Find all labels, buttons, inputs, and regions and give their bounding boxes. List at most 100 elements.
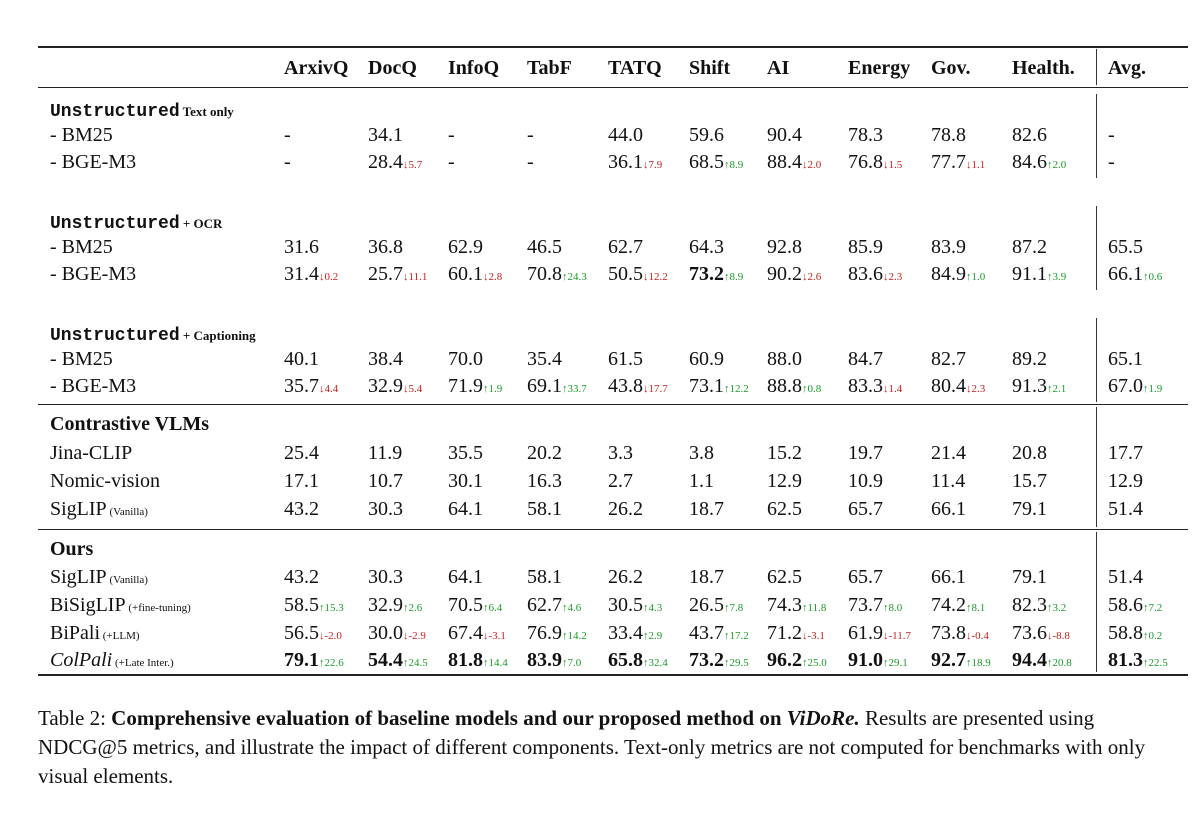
column-header: AI [767, 57, 790, 79]
score-value: 60.9 [689, 348, 724, 370]
score-cell: 30.3 [368, 495, 403, 523]
score-cell: 46.5 [527, 233, 562, 261]
score-value: 10.7 [368, 470, 403, 492]
score-cell: 58.5↑15.3 [284, 591, 344, 622]
score-value: 87.2 [1012, 236, 1047, 258]
score-cell: 35.7↓4.4 [284, 372, 338, 403]
score-value: 83.9 [527, 649, 562, 671]
score-cell: 65.7 [848, 495, 883, 523]
score-cell: 81.3↑22.5 [1108, 646, 1168, 677]
score-value: 90.2 [767, 263, 802, 285]
score-value: 69.1 [527, 375, 562, 397]
score-cell: 88.4↓2.0 [767, 148, 821, 179]
table-row: - BM25 31.6 36.8 62.9 46.5 62.7 64.3 92.8 85.9 83… [38, 233, 1188, 261]
score-cell: 58.8↑0.2 [1108, 619, 1162, 650]
score-cell: 31.6 [284, 233, 319, 261]
score-delta: ↓2.6 [802, 271, 822, 283]
score-cell: 30.1 [448, 467, 483, 495]
score-cell: 65.7 [848, 563, 883, 591]
column-header: Avg. [1108, 57, 1146, 79]
score-value: 82.3 [1012, 594, 1047, 616]
score-cell: 64.1 [448, 563, 483, 591]
score-cell: 62.5 [767, 495, 802, 523]
model-name: BiSigLIP [50, 594, 126, 616]
score-cell: 74.3↑11.8 [767, 591, 826, 622]
section-rule [38, 404, 1188, 405]
model-name: - BM25 [50, 236, 113, 258]
score-value: 81.3 [1108, 649, 1143, 671]
score-value: 92.8 [767, 236, 802, 258]
score-value: 65.5 [1108, 236, 1143, 258]
score-cell: 32.9↑2.6 [368, 591, 422, 622]
avg-column-separator [1096, 532, 1097, 672]
score-cell: 73.7↑8.0 [848, 591, 902, 622]
score-cell: 62.9 [448, 233, 483, 261]
score-value: - [1108, 151, 1115, 173]
section-label: Ours [50, 535, 93, 563]
score-value: 51.4 [1108, 498, 1143, 520]
score-cell: 60.1↓2.8 [448, 260, 502, 291]
score-cell: 59.6 [689, 121, 724, 149]
score-value: 92.7 [931, 649, 966, 671]
score-cell: 10.9 [848, 467, 883, 495]
score-value: 96.2 [767, 649, 802, 671]
score-cell: 79.1 [1012, 495, 1047, 523]
score-delta: ↑3.2 [1047, 602, 1067, 614]
score-value: 58.8 [1108, 622, 1143, 644]
row-label: - BM25 [50, 121, 113, 149]
score-delta: ↓2.8 [483, 271, 503, 283]
model-name: ColPali [50, 649, 113, 671]
score-cell: 11.4 [931, 467, 965, 495]
score-value: 80.4 [931, 375, 966, 397]
score-cell: 88.8↑0.8 [767, 372, 821, 403]
score-value: - [1108, 124, 1115, 146]
score-value: 73.8 [931, 622, 966, 644]
score-cell: 56.5↓-2.0 [284, 619, 342, 650]
score-value: 16.3 [527, 470, 562, 492]
score-value: 65.7 [848, 498, 883, 520]
section-title: Contrastive VLMs [50, 413, 210, 435]
score-cell: 1.1 [689, 467, 714, 495]
score-delta: ↓2.0 [802, 159, 822, 171]
score-value: 31.4 [284, 263, 319, 285]
score-value: 90.4 [767, 124, 802, 146]
score-value: 50.5 [608, 263, 643, 285]
caption-label: Table 2: [38, 706, 106, 730]
score-value: 73.2 [689, 649, 724, 671]
score-value: 64.1 [448, 566, 483, 588]
score-value: 40.1 [284, 348, 319, 370]
score-delta: ↓2.3 [966, 383, 986, 395]
score-delta: ↓1.4 [883, 383, 903, 395]
score-value: 91.3 [1012, 375, 1047, 397]
score-value: 30.3 [368, 566, 403, 588]
score-delta: ↓4.4 [319, 383, 339, 395]
score-value: 21.4 [931, 442, 966, 464]
column-header: TATQ [608, 57, 662, 79]
score-delta: ↑1.9 [483, 383, 503, 395]
score-value: 10.9 [848, 470, 883, 492]
score-cell: 20.8 [1012, 439, 1047, 467]
score-value: 58.6 [1108, 594, 1143, 616]
score-cell: 68.5↑8.9 [689, 148, 743, 179]
score-value: 73.1 [689, 375, 724, 397]
score-cell: 17.1 [284, 467, 319, 495]
score-cell: 20.2 [527, 439, 562, 467]
score-cell: 3.8 [689, 439, 714, 467]
score-value: 35.7 [284, 375, 319, 397]
column-header: Shift [689, 57, 731, 79]
score-delta: ↑7.8 [724, 602, 744, 614]
score-cell: 77.7↓1.1 [931, 148, 985, 179]
column-header: Gov. [931, 57, 971, 79]
row-label: - BGE-M3 [50, 148, 136, 176]
score-cell: 34.1 [368, 121, 403, 149]
score-cell: 58.1 [527, 495, 562, 523]
score-value: 32.9 [368, 594, 403, 616]
score-value: 32.9 [368, 375, 403, 397]
score-value: 88.4 [767, 151, 802, 173]
score-value: 77.7 [931, 151, 966, 173]
score-value: 74.2 [931, 594, 966, 616]
score-delta: ↑15.3 [319, 602, 344, 614]
score-value: - [527, 151, 534, 173]
score-cell: 70.8↑24.3 [527, 260, 587, 291]
score-delta: ↓1.1 [966, 159, 986, 171]
